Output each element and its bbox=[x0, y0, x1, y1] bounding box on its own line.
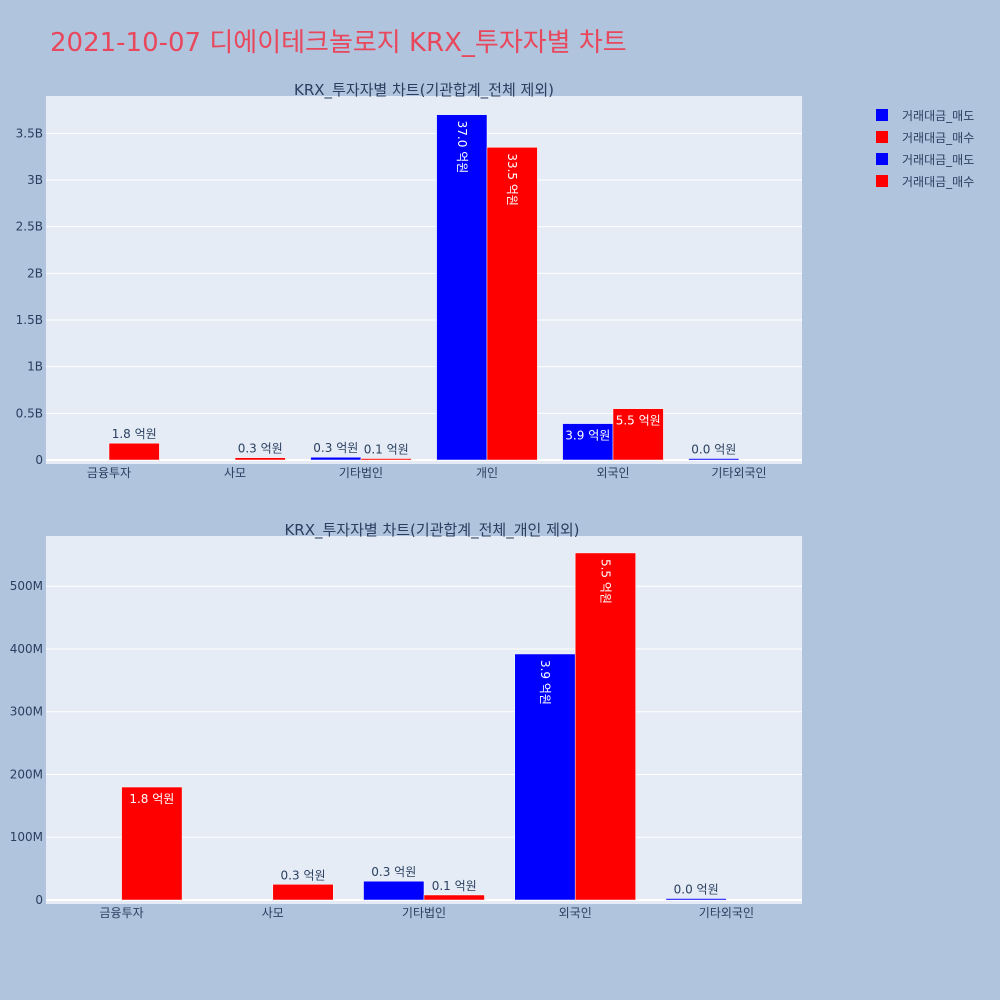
y-tick-label: 400M bbox=[10, 642, 43, 656]
bar bbox=[486, 147, 538, 461]
legend-swatch bbox=[876, 109, 888, 121]
legend-swatch bbox=[876, 153, 888, 165]
data-label: 3.9 억원 bbox=[565, 429, 610, 443]
y-tick-label: 3B bbox=[27, 173, 43, 187]
y-tick-label: 1B bbox=[27, 360, 43, 374]
bar bbox=[514, 653, 576, 901]
bar bbox=[363, 880, 425, 901]
legend-label: 거래대금_매수 bbox=[902, 130, 975, 145]
x-tick-label: 금융투자 bbox=[87, 466, 131, 480]
chart-top: KRX_투자자별 차트(기관합계_전체 제외) 1.8 억원 0.3 억원 0.3 … bbox=[16, 81, 802, 480]
bar bbox=[121, 786, 183, 901]
x-axis: 금융투자 사모 기타법인 개인 외국인 기타외국인 bbox=[87, 466, 767, 480]
y-tick-label: 0 bbox=[35, 453, 43, 467]
legend-item[interactable]: 거래대금_매수 bbox=[876, 126, 974, 148]
x-tick-label: 기타법인 bbox=[339, 466, 383, 480]
y-tick-label: 100M bbox=[10, 830, 43, 844]
x-tick-label: 기타외국인 bbox=[711, 466, 766, 480]
data-label: 37.0 억원 bbox=[455, 121, 469, 174]
data-label: 0.3 억원 bbox=[371, 865, 416, 879]
x-tick-label: 사모 bbox=[262, 906, 284, 920]
chart-title: KRX_투자자별 차트(기관합계_전체 제외) bbox=[294, 81, 554, 100]
chart-title: KRX_투자자별 차트(기관합계_전체_개인 제외) bbox=[284, 521, 579, 540]
legend-label: 거래대금_매수 bbox=[902, 174, 975, 189]
plot-area bbox=[46, 96, 802, 464]
legend-item[interactable]: 거래대금_매도 bbox=[876, 104, 974, 126]
data-label: 0.1 억원 bbox=[364, 443, 409, 457]
bars: 1.8 억원 0.3 억원 0.3 억원 0.1 억원 3.9 억원 5.5 억원 0.0 … bbox=[121, 552, 727, 901]
bar bbox=[310, 456, 362, 461]
bar bbox=[665, 898, 727, 901]
grid bbox=[46, 132, 802, 461]
legend-swatch bbox=[876, 175, 888, 187]
y-tick-label: 0.5B bbox=[16, 406, 43, 420]
data-label: 0.3 억원 bbox=[238, 442, 283, 456]
bars: 1.8 억원 0.3 억원 0.3 억원 0.1 억원 37.0 억원 33.5 억원 3.… bbox=[108, 114, 740, 461]
bar bbox=[234, 457, 286, 461]
legend-label: 거래대금_매도 bbox=[902, 152, 975, 167]
bar bbox=[562, 423, 614, 461]
data-label: 0.3 억원 bbox=[313, 441, 358, 455]
x-tick-label: 기타법인 bbox=[402, 906, 446, 920]
bar bbox=[574, 552, 636, 901]
y-tick-label: 2B bbox=[27, 266, 43, 280]
y-tick-label: 3.5B bbox=[16, 126, 43, 140]
x-axis: 금융투자 사모 기타법인 외국인 기타외국인 bbox=[100, 906, 754, 920]
legend: 거래대금_매도 거래대금_매수 거래대금_매도 거래대금_매수 bbox=[876, 104, 974, 192]
data-label: 3.9 억원 bbox=[538, 660, 552, 705]
legend-label: 거래대금_매도 bbox=[902, 108, 975, 123]
bar bbox=[272, 884, 334, 901]
page-title: 2021-10-07 디에이테크놀로지 KRX_투자자별 차트 bbox=[50, 28, 627, 58]
data-label: 0.1 억원 bbox=[432, 879, 477, 893]
data-label: 5.5 억원 bbox=[598, 559, 612, 604]
y-tick-label: 200M bbox=[10, 767, 43, 781]
bar bbox=[108, 442, 160, 461]
bar bbox=[612, 408, 664, 461]
chart-bottom: KRX_투자자별 차트(기관합계_전체_개인 제외) 1.8 억원 0.3 억원 0… bbox=[10, 521, 802, 920]
x-tick-label: 개인 bbox=[476, 466, 498, 480]
bar bbox=[360, 458, 412, 461]
x-tick-label: 외국인 bbox=[596, 466, 629, 480]
x-tick-label: 사모 bbox=[224, 466, 246, 480]
legend-item[interactable]: 거래대금_매도 bbox=[876, 148, 974, 170]
y-tick-label: 2.5B bbox=[16, 220, 43, 234]
legend-item[interactable]: 거래대금_매수 bbox=[876, 170, 974, 192]
y-tick-label: 0 bbox=[35, 893, 43, 907]
bar bbox=[423, 894, 485, 901]
y-tick-label: 1.5B bbox=[16, 313, 43, 327]
y-tick-label: 500M bbox=[10, 579, 43, 593]
x-tick-label: 외국인 bbox=[559, 906, 592, 920]
data-label: 0.3 억원 bbox=[281, 868, 326, 882]
data-label: 0.0 억원 bbox=[674, 883, 719, 897]
y-axis: 0 100M 200M 300M 400M 500M bbox=[10, 579, 43, 907]
y-axis: 0 0.5B 1B 1.5B 2B 2.5B 3B 3.5B bbox=[16, 126, 43, 467]
data-label: 33.5 억원 bbox=[505, 153, 519, 206]
y-tick-label: 300M bbox=[10, 705, 43, 719]
data-label: 1.8 억원 bbox=[129, 792, 174, 806]
bar bbox=[436, 114, 488, 461]
data-label: 5.5 억원 bbox=[616, 414, 661, 428]
data-label: 0.0 억원 bbox=[691, 443, 736, 457]
data-label: 1.8 억원 bbox=[112, 427, 157, 441]
bar bbox=[688, 458, 740, 461]
x-tick-label: 기타외국인 bbox=[699, 906, 754, 920]
legend-swatch bbox=[876, 131, 888, 143]
x-tick-label: 금융투자 bbox=[100, 906, 144, 920]
